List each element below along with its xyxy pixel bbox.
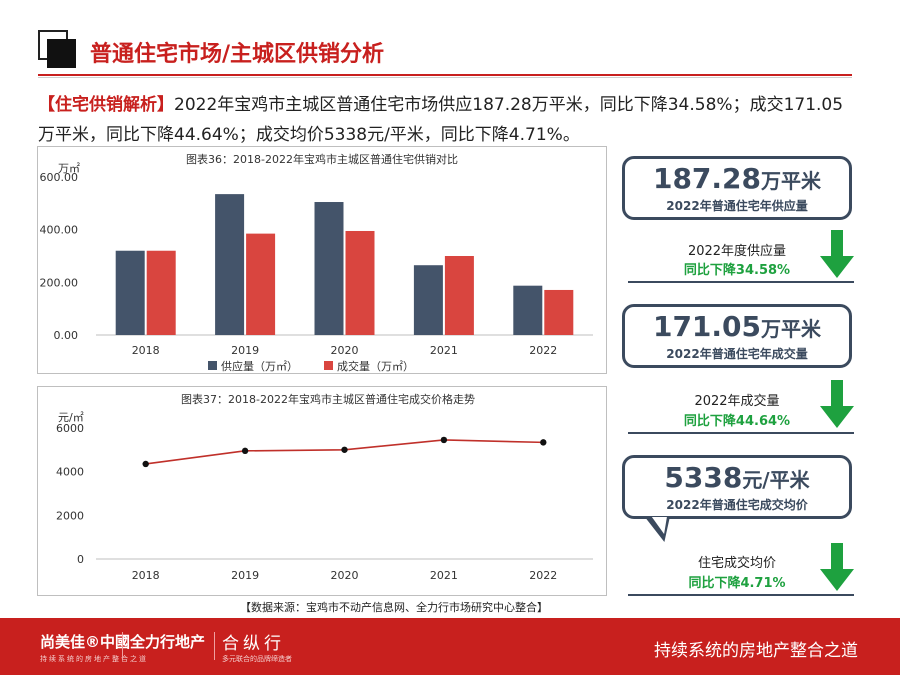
chart36-x-tick-label: 2020 (331, 344, 359, 357)
sales-down-arrow-icon (820, 380, 854, 428)
chart37-y-tick-label: 6000 (56, 422, 84, 435)
chart37-title: 图表37：2018-2022年宝鸡市主城区普通住宅成交价格走势 (181, 392, 475, 406)
chart36-y-tick-label: 200.00 (40, 276, 79, 289)
chart37-point (540, 439, 547, 446)
kpi-price-number-line: 5338元/平米 (625, 462, 849, 496)
chart36-bar (115, 250, 145, 335)
chart36-x-tick-label: 2021 (430, 344, 458, 357)
chart36-bar (246, 233, 276, 335)
chart36-x-tick-label: 2022 (529, 344, 557, 357)
kpi-sales-unit: 万平米 (761, 317, 822, 341)
kpi-supply-label: 2022年普通住宅年供应量 (666, 199, 808, 213)
chart37-y-unit: 元/㎡ (58, 411, 84, 424)
kpi-supply-number: 187.28 (652, 162, 762, 195)
summary-paragraph: 【住宅供销解析】2022年宝鸡市主城区普通住宅市场供应187.28万平米，同比下… (38, 90, 860, 150)
chart37-x-tick-label: 2022 (529, 569, 557, 582)
kpi-supply-box: 187.28万平米 2022年普通住宅年供应量 (622, 156, 852, 220)
footer-separator (122, 632, 123, 660)
supply-change-underline (628, 281, 854, 283)
data-source-note: 【数据来源：宝鸡市不动产信息网、全力行市场研究中心整合】 (240, 601, 548, 614)
header-logo-icon (38, 30, 76, 68)
kpi-supply-number-line: 187.28万平米 (625, 163, 849, 197)
chart36-title: 图表36：2018-2022年宝鸡市主城区普通住宅供销对比 (186, 152, 458, 166)
chart36-y-unit: 万㎡ (58, 162, 80, 175)
footer-bar: 尚美佳®中國 持续系统的房地产整合之道 全力行地产 合纵行 多元联合的品牌缔造者… (0, 618, 900, 675)
kpi-sales-number-line: 171.05万平米 (625, 311, 849, 345)
chart36-bar (314, 202, 344, 335)
chart36-bar (146, 250, 176, 335)
sales-change-title: 2022年成交量 (694, 394, 780, 409)
footer-brand-shangmeijia-sub: 持续系统的房地产整合之道 (40, 655, 148, 663)
supply-sales-chart-panel: 图表36：2018-2022年宝鸡市主城区普通住宅供销对比万㎡ 0.00 200.0… (37, 146, 607, 374)
chart36-bar (345, 230, 375, 335)
supply-down-arrow-icon (820, 230, 854, 278)
chart37-point (142, 460, 149, 468)
chart37-y-tick-label: 0 (77, 553, 84, 566)
kpi-price-box: 5338元/平米 2022年普通住宅成交均价 (622, 455, 852, 519)
footer-brand-shangmeijia: 尚美佳®中國 (40, 633, 131, 651)
price-change-value: 同比下降4.71% (688, 576, 786, 591)
chart36-bar (413, 265, 443, 335)
chart37-point (341, 446, 348, 453)
chart36-x-tick-label: 2019 (231, 344, 259, 357)
kpi-price-label: 2022年普通住宅成交均价 (666, 498, 808, 512)
title-divider (38, 74, 852, 76)
supply-change-value: 同比下降34.58% (683, 263, 791, 278)
chart36-bar (444, 256, 474, 335)
page-title: 普通住宅市场/主城区供销分析 (90, 42, 385, 67)
chart37-y-tick-label: 2000 (56, 509, 84, 522)
chart36-legend-label: 成交量（万㎡） (337, 359, 414, 373)
chart36-y-tick-label: 0.00 (54, 329, 79, 342)
kpi-price-number: 5338 (664, 461, 743, 494)
chart37-x-tick-label: 2019 (231, 569, 259, 582)
chart37-point (241, 447, 249, 455)
summary-text: 2022年宝鸡市主城区普通住宅市场供应187.28万平米，同比下降34.58%；… (38, 95, 844, 145)
kpi-sales-label: 2022年普通住宅年成交量 (666, 347, 808, 361)
kpi-price-unit: 元/平米 (742, 468, 810, 492)
chart36-bar (215, 194, 245, 335)
sales-change-underline (628, 432, 854, 434)
chart37-x-tick-label: 2020 (331, 569, 359, 582)
price-down-arrow-icon (820, 543, 854, 591)
kpi-supply-unit: 万平米 (761, 169, 822, 193)
price-trend-chart-panel: 图表37：2018-2022年宝鸡市主城区普通住宅成交价格走势元/㎡ 0 2000 4… (37, 386, 607, 596)
chart37-point (440, 436, 448, 444)
chart36-legend-swatch (208, 361, 217, 370)
chart37-x-tick-label: 2018 (132, 569, 160, 582)
price-change-title: 住宅成交均价 (697, 556, 776, 571)
chart37-x-tick-label: 2021 (430, 569, 458, 582)
chart36-legend-swatch (324, 361, 333, 370)
chart37-y-tick-label: 4000 (56, 466, 84, 479)
kpi-sales-number: 171.05 (652, 310, 762, 343)
chart36-legend-label: 供应量（万㎡） (221, 359, 298, 373)
sales-change-value: 同比下降44.64% (683, 414, 791, 429)
kpi-sales-box: 171.05万平米 2022年普通住宅年成交量 (622, 304, 852, 368)
chart36-bar (544, 289, 574, 335)
price-change-underline (628, 594, 854, 596)
title-divider-gray (38, 77, 852, 78)
chart36-y-tick-label: 600.00 (40, 171, 79, 184)
supply-change-title: 2022年度供应量 (687, 244, 787, 259)
footer-slogan: 持续系统的房地产整合之道 (654, 641, 858, 661)
summary-tag: 【住宅供销解析】 (38, 95, 174, 115)
footer-brand-quanlixing: 全力行地产 (130, 633, 206, 651)
footer-separator (214, 632, 215, 660)
chart36-y-tick-label: 400.00 (40, 224, 79, 237)
chart36-x-tick-label: 2018 (132, 344, 160, 357)
chart36-bar (513, 285, 543, 335)
footer-brand-hezongxing-sub: 多元联合的品牌缔造者 (222, 655, 292, 663)
footer-brand-hezongxing: 合纵行 (222, 634, 285, 654)
